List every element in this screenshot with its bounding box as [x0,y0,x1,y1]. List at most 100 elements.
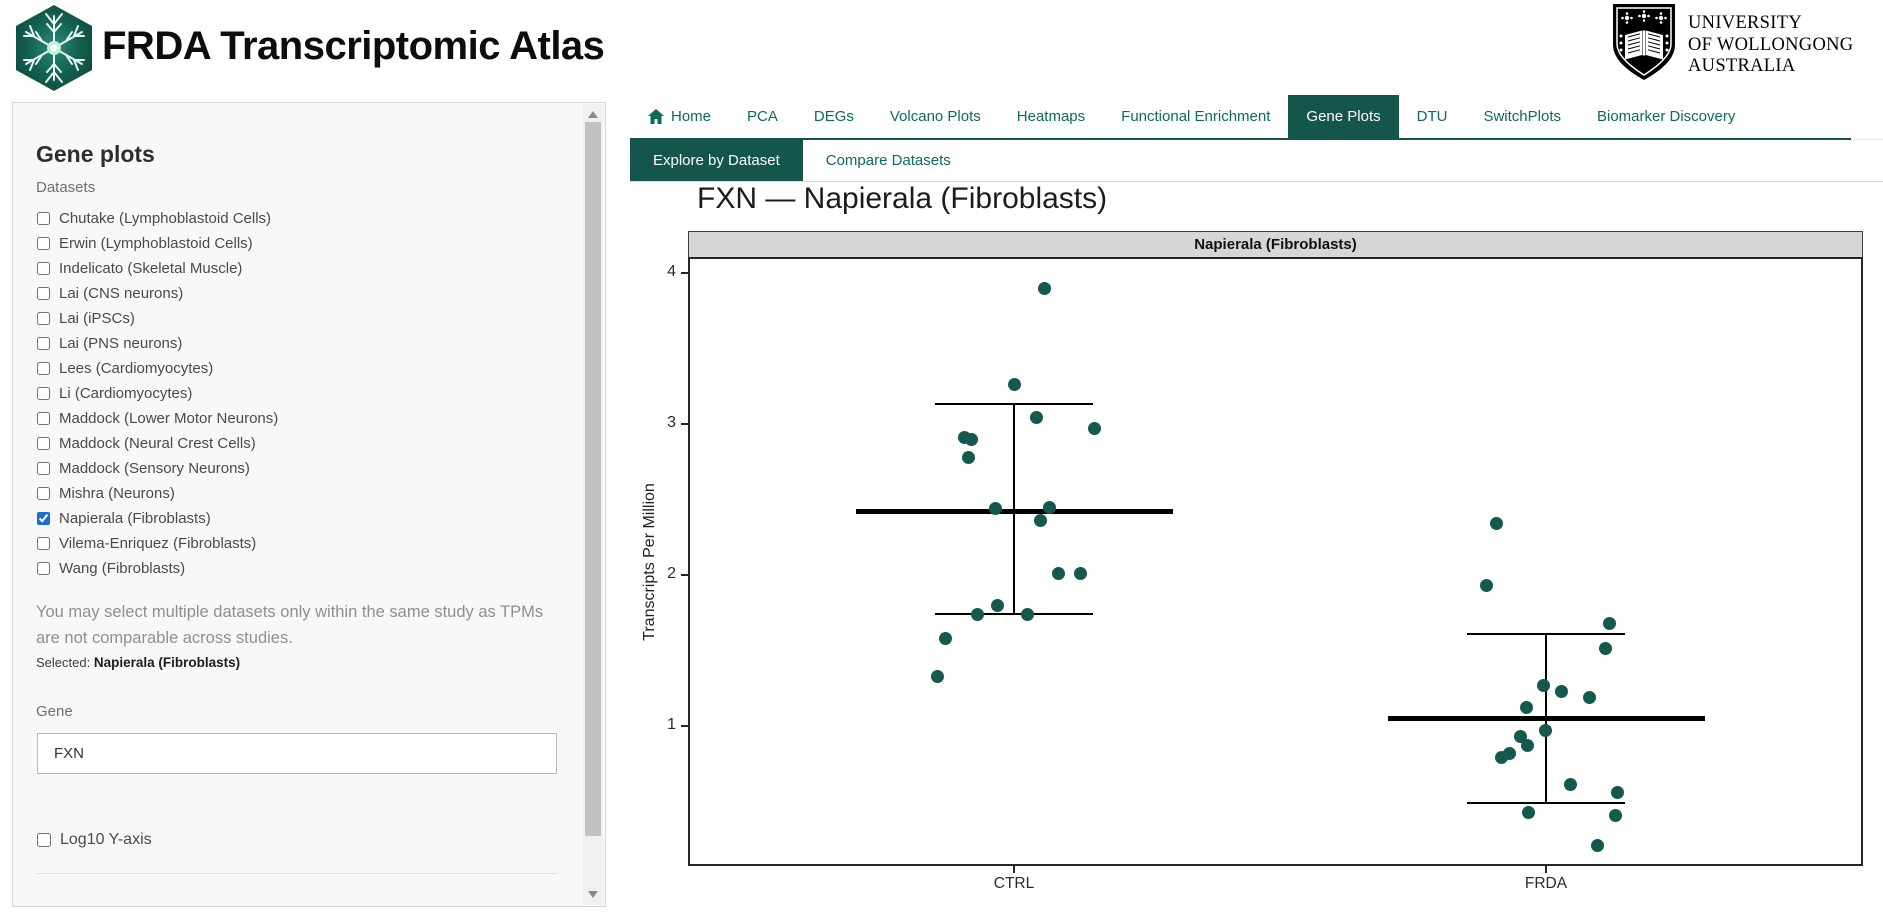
nav-item-degs[interactable]: DEGs [796,95,872,138]
dataset-option-maddock-lower-motor-neurons[interactable]: Maddock (Lower Motor Neurons) [37,408,278,428]
data-point-frda [1610,785,1624,799]
dataset-checkbox[interactable] [37,286,50,300]
data-point-frda [1536,678,1550,692]
uow-wordmark: UNIVERSITY OF WOLLONGONG AUSTRALIA [1688,13,1854,76]
dataset-option-label: Wang (Fibroblasts) [59,559,186,577]
dataset-option-erwin-lymphoblastoid-cells[interactable]: Erwin (Lymphoblastoid Cells) [37,233,253,253]
data-point-ctrl [938,631,952,645]
mean-line-ctrl [856,509,1173,515]
dataset-option-label: Lai (iPSCs) [59,309,135,327]
dataset-option-label: Lai (PNS neurons) [59,334,183,352]
dataset-option-label: Maddock (Sensory Neurons) [59,459,250,477]
data-point-ctrl [970,607,984,621]
dataset-option-vilema-enriquez-fibroblasts[interactable]: Vilema-Enriquez (Fibroblasts) [37,533,256,553]
dataset-checkbox[interactable] [37,511,50,525]
y-tick-mark [681,272,688,274]
dataset-option-label: Li (Cardiomyocytes) [59,384,193,402]
dataset-checkbox[interactable] [37,436,50,450]
data-point-ctrl [964,432,978,446]
subtab-label: Explore by Dataset [653,152,780,169]
nav-item-volcano-plots[interactable]: Volcano Plots [872,95,999,138]
dataset-checkbox[interactable] [37,261,50,275]
dataset-option-maddock-sensory-neurons[interactable]: Maddock (Sensory Neurons) [37,458,250,478]
nav-item-switchplots[interactable]: SwitchPlots [1465,95,1579,138]
data-point-frda [1590,838,1604,852]
selected-dataset-line: Selected: Napierala (Fibroblasts) [36,655,240,670]
dataset-option-label: Chutake (Lymphoblastoid Cells) [59,209,272,227]
data-point-ctrl [1051,566,1065,580]
y-tick-label: 2 [667,565,676,582]
dataset-checkbox[interactable] [37,211,50,225]
dataset-option-napierala-fibroblasts[interactable]: Napierala (Fibroblasts) [37,508,211,528]
dataset-option-indelicato-skeletal-muscle[interactable]: Indelicato (Skeletal Muscle) [37,258,242,278]
selected-value: Napierala (Fibroblasts) [93,655,241,670]
dataset-option-lai-cns-neurons[interactable]: Lai (CNS neurons) [37,283,183,303]
data-point-frda [1521,805,1535,819]
dataset-option-lai-ipscs[interactable]: Lai (iPSCs) [37,308,135,328]
sidebar-panel: Gene plots Datasets Chutake (Lymphoblast… [12,102,606,907]
subtab-explore-by-dataset[interactable]: Explore by Dataset [630,140,803,181]
x-tick-mark [1013,866,1015,873]
dataset-checkbox[interactable] [37,361,50,375]
dataset-option-chutake-lymphoblastoid-cells[interactable]: Chutake (Lymphoblastoid Cells) [37,208,271,228]
log10-checkbox[interactable] [37,833,51,847]
dataset-option-label: Erwin (Lymphoblastoid Cells) [59,234,253,252]
y-axis-title: Transcripts Per Million [641,483,658,641]
data-point-ctrl [1029,411,1043,425]
dataset-option-label: Vilema-Enriquez (Fibroblasts) [59,534,257,552]
app-title: FRDA Transcriptomic Atlas [102,24,605,68]
dataset-checkbox[interactable] [37,386,50,400]
dataset-checkbox[interactable] [37,411,50,425]
scrollbar-thumb[interactable] [585,122,601,836]
data-point-ctrl [990,598,1004,612]
dataset-option-li-cardiomyocytes[interactable]: Li (Cardiomyocytes) [37,383,192,403]
nav-item-label: Home [671,108,712,125]
dataset-checkbox[interactable] [37,236,50,250]
dataset-option-mishra-neurons[interactable]: Mishra (Neurons) [37,483,175,503]
errorbar-cap-top-frda [1467,632,1625,635]
scroll-down-icon[interactable] [588,891,598,898]
uow-logo: UNIVERSITY OF WOLLONGONG AUSTRALIA [1612,3,1853,86]
dataset-option-lees-cardiomyocytes[interactable]: Lees (Cardiomyocytes) [37,358,213,378]
dataset-option-wang-fibroblasts[interactable]: Wang (Fibroblasts) [37,558,185,578]
datasets-label: Datasets [36,179,96,196]
scroll-up-icon[interactable] [588,111,598,118]
nav-item-biomarker-discovery[interactable]: Biomarker Discovery [1579,95,1753,138]
nav-item-label: Biomarker Discovery [1596,108,1736,125]
nav-item-label: SwitchPlots [1483,108,1561,125]
errorbar-cap-bottom-ctrl [935,613,1093,616]
nav-item-pca[interactable]: PCA [729,95,796,138]
data-point-frda [1608,808,1622,822]
data-point-frda [1538,724,1552,738]
dataset-checkbox[interactable] [37,486,50,500]
data-point-frda [1598,642,1612,656]
dataset-checkbox[interactable] [37,336,50,350]
subtab-label: Compare Datasets [825,152,951,169]
dataset-note: You may select multiple datasets only wi… [36,603,544,647]
gene-input[interactable] [37,733,557,774]
log10-option[interactable]: Log10 Y-axis [37,831,152,849]
nav-item-label: DTU [1416,108,1448,125]
sidebar-scrollbar[interactable] [583,104,603,905]
dataset-checkbox[interactable] [37,536,50,550]
data-point-frda [1520,739,1534,753]
dataset-checkbox[interactable] [37,561,50,575]
log10-label: Log10 Y-axis [60,831,152,848]
data-point-ctrl [1042,500,1056,514]
nav-item-gene-plots[interactable]: Gene Plots [1288,95,1399,138]
nav-item-label: Volcano Plots [889,108,981,125]
data-point-ctrl [1007,378,1021,392]
nav-item-home[interactable]: Home [630,95,729,138]
dataset-checkbox[interactable] [37,311,50,325]
subtab-compare-datasets[interactable]: Compare Datasets [803,140,974,181]
dataset-option-lai-pns-neurons[interactable]: Lai (PNS neurons) [37,333,182,353]
facet-strip: Napierala (Fibroblasts) [688,231,1863,258]
uow-crest-icon [1612,3,1676,86]
data-point-frda [1563,778,1577,792]
nav-item-heatmaps[interactable]: Heatmaps [999,95,1103,138]
dataset-option-maddock-neural-crest-cells[interactable]: Maddock (Neural Crest Cells) [37,433,256,453]
dataset-checkbox[interactable] [37,461,50,475]
nav-item-dtu[interactable]: DTU [1399,95,1466,138]
nav-item-functional-enrichment[interactable]: Functional Enrichment [1103,95,1288,138]
dataset-option-label: Maddock (Lower Motor Neurons) [59,409,279,427]
